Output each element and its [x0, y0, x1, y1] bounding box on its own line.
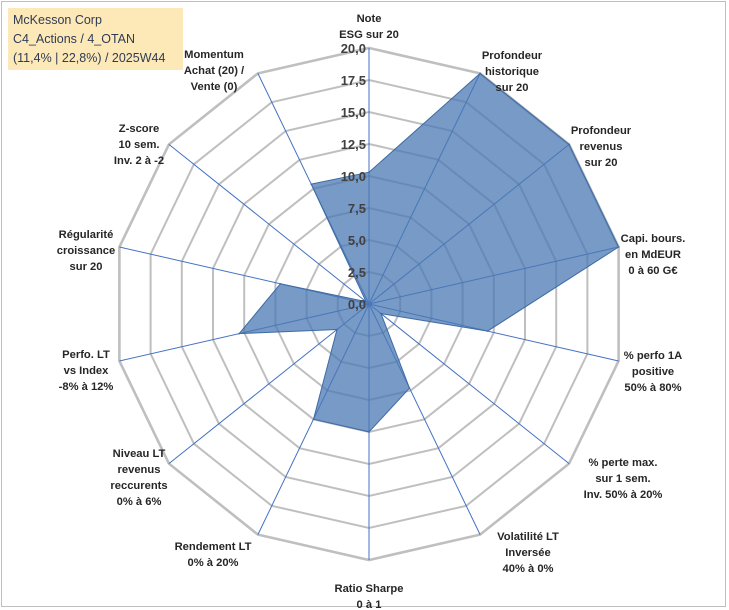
data-point-4 [486, 330, 489, 332]
tick-label-4: 10,0 [341, 169, 366, 184]
tick-label-5: 12,5 [341, 137, 366, 152]
axis-label-line: Inv. 2 à -2 [114, 155, 164, 167]
axis-label-line: Note [357, 13, 382, 25]
axis-label-line: 0% à 20% [188, 557, 239, 569]
company-name: McKesson Corp [13, 13, 102, 27]
axis-label-2: Profondeur revenus sur 20 [571, 125, 632, 169]
axis-label-line: Rendement LT [175, 541, 252, 553]
tick-label-3: 7,5 [348, 201, 366, 216]
axis-label-line: positive [632, 366, 674, 378]
axis-label-line: vs Index [64, 365, 110, 377]
axis-label-line: Vente (0) [191, 81, 238, 93]
axis-label-line: Perfo. LT [62, 349, 110, 361]
spoke-12 [168, 144, 370, 305]
axis-label-line: Profondeur [571, 125, 632, 137]
data-point-7 [368, 431, 370, 433]
axis-label-line: % perfo 1A [624, 350, 682, 362]
radar-tick-labels: 0,0 2,5 5,0 7,5 10,0 12,5 15,0 17,5 20,0 [341, 41, 366, 312]
data-point-12 [365, 300, 367, 303]
data-point-3 [617, 246, 620, 248]
tick-label-1: 2,5 [348, 265, 366, 280]
axis-label-11: Régularité croissance sur 20 [57, 229, 115, 273]
axis-label-line: % perte max. [588, 457, 657, 469]
axis-label-line: reccurents [110, 480, 167, 492]
tick-label-2: 5,0 [348, 233, 366, 248]
axis-label-10: Perfo. LT vs Index -8% à 12% [59, 349, 114, 393]
spoke-9 [168, 303, 370, 464]
axis-label-6: Volatilité LT Inversée 40% à 0% [497, 531, 559, 575]
axis-label-line: 0 à 1 [357, 599, 382, 610]
axis-label-3: Capi. bours. en MdEUR 0 à 60 G€ [621, 233, 686, 277]
axis-label-line: en MdEUR [625, 249, 681, 261]
data-point-11 [279, 283, 282, 285]
axis-label-9: Niveau LT revenus reccurents 0% à 6% [110, 448, 167, 508]
axis-label-8: Rendement LT 0% à 20% [175, 541, 252, 569]
axis-label-line: Achat (20) / [184, 65, 244, 77]
data-point-9 [336, 328, 338, 331]
axis-label-line: 40% à 0% [503, 563, 554, 575]
axis-label-line: Capi. bours. [621, 233, 686, 245]
axis-label-line: croissance [57, 245, 115, 257]
axis-label-line: sur 20 [70, 261, 103, 273]
tick-label-0: 0,0 [348, 297, 366, 312]
data-point-2 [568, 143, 570, 146]
axis-label-line: 50% à 80% [624, 382, 681, 394]
axis-label-line: historique [485, 66, 539, 78]
axis-label-line: Niveau LT [113, 448, 166, 460]
stock-info-box: McKesson Corp C4_Actions / 4_OTAN (11,4%… [8, 8, 183, 70]
data-point-0 [368, 171, 370, 173]
axis-label-line: revenus [580, 141, 623, 153]
axis-label-line: Z-score [119, 123, 159, 135]
tick-label-6: 15,0 [341, 105, 366, 120]
series-area-0 [238, 72, 620, 433]
axis-label-line: -8% à 12% [59, 381, 114, 393]
axis-label-line: revenus [118, 464, 161, 476]
axis-label-12: Z-score 10 sem. Inv. 2 à -2 [114, 123, 164, 167]
data-point-10 [238, 332, 240, 335]
radar-axis-labels: Note ESG sur 20 Profondeur historique sur 20… [57, 13, 686, 610]
axis-label-line: Momentum [184, 49, 244, 61]
data-point-6 [408, 387, 411, 390]
axis-label-line: 10 sem. [118, 139, 159, 151]
axis-label-line: Volatilité LT [497, 531, 559, 543]
axis-label-4: % perfo 1A positive 50% à 80% [624, 350, 682, 394]
axis-label-line: Ratio Sharpe [334, 583, 403, 595]
axis-label-line: sur 20 [585, 157, 618, 169]
axis-label-1: Profondeur historique sur 20 [482, 50, 543, 94]
axis-label-line: Profondeur [482, 50, 543, 62]
radar-series [238, 72, 620, 433]
axis-label-line: 0 à 60 G€ [628, 265, 678, 277]
axis-label-line: Inv. 50% à 20% [584, 489, 663, 501]
axis-label-13: Momentum Achat (20) / Vente (0) [184, 49, 244, 93]
axis-label-line: sur 20 [496, 82, 529, 94]
performance-week: (11,4% | 22,8%) / 2025W44 [13, 51, 166, 65]
axis-label-5: % perte max. sur 1 sem. Inv. 50% à 20% [584, 457, 663, 501]
data-point-5 [380, 312, 382, 315]
spoke-5 [368, 303, 570, 464]
portfolio-category: C4_Actions / 4_OTAN [13, 32, 136, 46]
axis-label-7: Ratio Sharpe 0 à 1 [334, 583, 403, 610]
axis-label-line: Inversée [505, 547, 550, 559]
axis-label-line: 0% à 6% [117, 496, 162, 508]
tick-label-8: 20,0 [341, 41, 366, 56]
tick-label-7: 17,5 [341, 73, 366, 88]
axis-label-0: Note ESG sur 20 [339, 13, 399, 41]
axis-label-line: Régularité [59, 229, 114, 241]
data-point-8 [312, 418, 315, 421]
axis-label-line: sur 1 sem. [595, 473, 650, 485]
data-point-13 [310, 183, 313, 185]
data-point-1 [479, 72, 481, 75]
axis-label-line: ESG sur 20 [339, 29, 399, 41]
